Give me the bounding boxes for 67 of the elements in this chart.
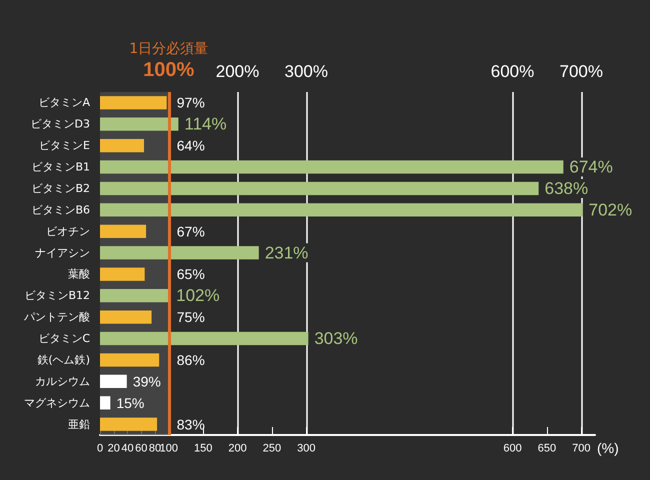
bar — [100, 224, 146, 238]
bar — [100, 160, 564, 174]
y-tick-label: マグネシウム — [24, 396, 90, 410]
data-label: 231% — [264, 243, 308, 262]
data-label: 303% — [314, 329, 358, 348]
y-tick-label: ビタミンB12 — [24, 289, 90, 302]
bar — [100, 246, 259, 260]
data-label: 114% — [184, 114, 227, 134]
bar — [100, 96, 167, 110]
bar — [100, 396, 110, 410]
data-label: 39% — [132, 373, 161, 390]
x-tick-label: 0 — [96, 442, 104, 454]
x-tick-label: 200 — [228, 442, 247, 454]
bar — [100, 353, 160, 367]
data-label: 75% — [176, 309, 205, 326]
x2-tick-label: 600% — [490, 62, 534, 81]
x-tick-label: 650 — [538, 442, 556, 454]
data-label: 86% — [176, 352, 205, 368]
data-label: 102% — [176, 286, 220, 306]
x-tick-label: 80 — [148, 442, 162, 454]
data-label: 15% — [116, 394, 144, 411]
y-tick-label: パントテン酸 — [23, 310, 90, 324]
y-tick-label: ビタミンB2 — [31, 182, 90, 195]
x2-tick-label: 300% — [284, 62, 328, 81]
x-tick-label: 700 — [572, 442, 590, 454]
data-label: 702% — [588, 200, 632, 220]
x-tick-label: 150 — [194, 442, 212, 454]
bar — [100, 138, 144, 152]
x2-tick-label: 200% — [216, 62, 260, 81]
x-tick-label: 20 — [108, 442, 120, 454]
data-label: 638% — [544, 178, 588, 198]
y-tick-label: 葉酸 — [68, 268, 90, 281]
y-tick-label: 鉄(ヘム鉄) — [37, 353, 90, 366]
x2-tick-label: 700% — [560, 62, 603, 81]
x-tick-label: 300 — [297, 442, 316, 454]
y-tick-label: ビオチン — [46, 224, 90, 238]
x2-tick-label: 100% — [143, 59, 195, 81]
x-tick-label: 60 — [135, 442, 148, 454]
y-tick-label: ビタミンB6 — [31, 203, 90, 216]
bar — [100, 374, 127, 388]
data-label: 67% — [176, 223, 205, 240]
x-tick-label: 250 — [262, 442, 282, 454]
y-tick-label: ビタミンD3 — [30, 118, 90, 131]
x-tick-label: 40 — [121, 442, 134, 454]
data-label: 65% — [176, 266, 205, 282]
bar — [100, 332, 308, 346]
bar — [100, 118, 178, 131]
bar — [100, 268, 145, 281]
data-label: 674% — [569, 158, 613, 177]
data-label: 83% — [176, 416, 205, 432]
y-tick-label: ナイアシン — [35, 246, 90, 260]
bar — [100, 310, 152, 324]
y-tick-label: ビタミンA — [38, 96, 90, 110]
x-axis-title: (%) — [597, 440, 619, 456]
x-tick-label: 100 — [160, 442, 178, 454]
y-tick-label: ビタミンE — [39, 139, 90, 152]
bar — [100, 418, 158, 431]
y-tick-label: カルシウム — [35, 374, 90, 388]
y-tick-label: ビタミンB1 — [31, 160, 90, 174]
data-label: 64% — [176, 138, 205, 154]
y-tick-label: ビタミンC — [38, 332, 90, 346]
y-tick-label: 亜鉛 — [68, 418, 90, 431]
ref-line-label: 1日分必須量 — [129, 41, 208, 57]
data-label: 97% — [176, 94, 205, 111]
bar — [100, 182, 539, 196]
bar — [100, 203, 583, 217]
x-tick-label: 600 — [503, 442, 522, 454]
